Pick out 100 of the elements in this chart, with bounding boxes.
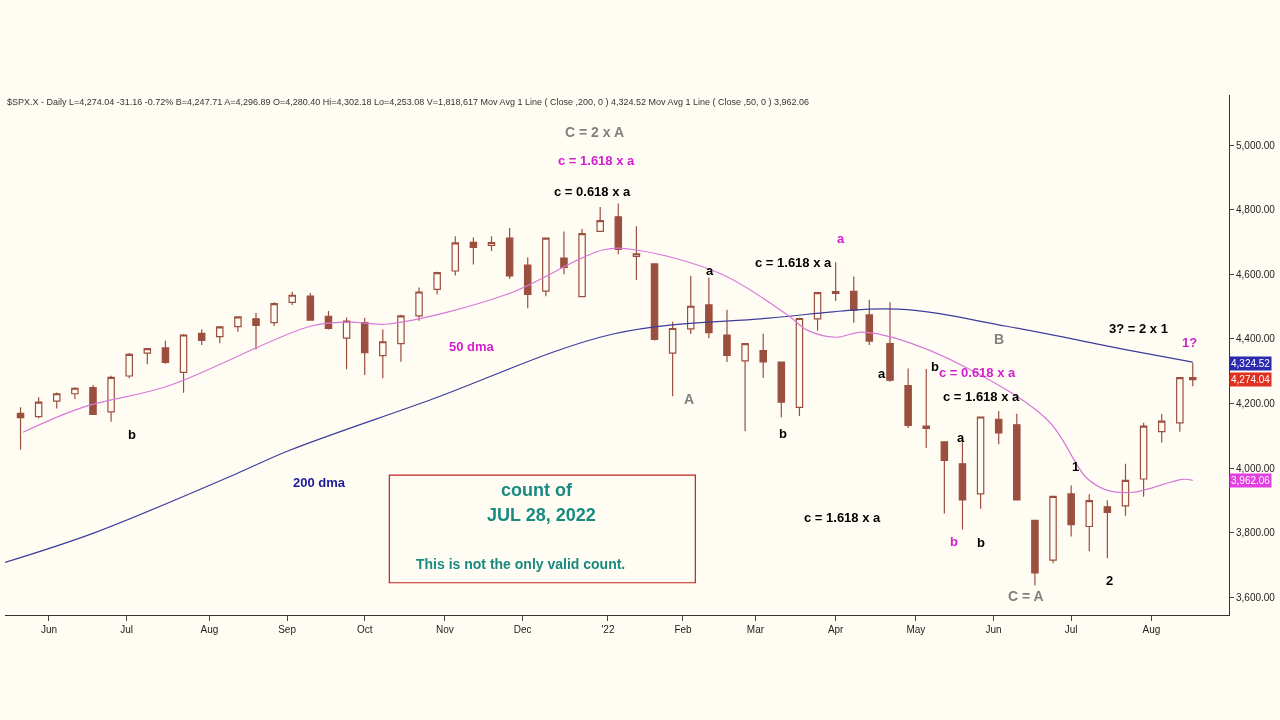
candlestick — [705, 276, 713, 339]
candlestick — [831, 261, 840, 302]
annotation: 1? — [1182, 335, 1198, 350]
candlestick — [850, 275, 858, 324]
x-tick-label: Feb — [674, 624, 693, 635]
x-tick-label: Aug — [200, 624, 219, 635]
annotation: 4,324.52 — [1231, 358, 1271, 369]
candlestick — [143, 347, 152, 365]
y-tick-label: 4,800.00 — [1236, 204, 1276, 216]
candlestick — [795, 317, 804, 417]
candlestick — [578, 228, 586, 298]
y-tick-label: 4,000.00 — [1236, 462, 1276, 474]
x-tick-label: Aug — [1142, 624, 1161, 635]
candlestick — [1121, 463, 1130, 517]
candlestick — [865, 299, 874, 346]
annotation: b — [977, 535, 985, 550]
x-tick-label: '22 — [601, 624, 615, 635]
candlestick — [668, 321, 677, 397]
annotation: C = A — [1008, 588, 1044, 604]
candlestick — [397, 314, 405, 363]
candlestick — [976, 416, 985, 510]
annotation: a — [706, 263, 714, 278]
candlestick — [994, 410, 1003, 445]
candlestick — [216, 325, 224, 344]
annotation: a — [878, 366, 886, 381]
candlestick — [234, 315, 242, 333]
x-tick-label: Nov — [436, 624, 454, 635]
candlestick — [1067, 484, 1075, 538]
candlestick — [360, 317, 369, 376]
x-tick-label: Oct — [356, 624, 373, 635]
candlestick — [1031, 519, 1039, 587]
x-tick-label: Mar — [746, 624, 765, 635]
candlestick — [1085, 493, 1094, 552]
y-tick-label: 3,800.00 — [1236, 527, 1276, 539]
annotation: a — [837, 231, 845, 246]
candlestick — [1157, 413, 1166, 444]
y-tick-label: 3,600.00 — [1236, 591, 1276, 603]
candlestick — [560, 231, 568, 275]
annotation: 50 dma — [449, 339, 495, 354]
candlestick — [632, 225, 641, 281]
annotation: A — [684, 391, 695, 407]
x-tick-label: Sep — [278, 624, 297, 635]
annotation: c = 0.618 x a — [554, 184, 632, 199]
annotation: JUL 28, 2022 — [487, 505, 596, 525]
candlestick — [1176, 377, 1184, 433]
candlestick — [487, 235, 496, 252]
candlestick — [1103, 499, 1112, 559]
candlestick — [107, 375, 115, 423]
candlestick — [723, 309, 731, 363]
candlestick — [52, 391, 61, 410]
x-tick-label: Jul — [120, 624, 134, 635]
candlestick — [71, 386, 79, 400]
candlestick — [650, 263, 659, 342]
candlestick — [16, 406, 25, 451]
candlestick — [161, 340, 170, 365]
annotation: b — [779, 426, 787, 441]
candlestick — [940, 441, 949, 515]
candlestick — [288, 291, 297, 306]
candlestick — [306, 292, 315, 322]
candlestick — [505, 227, 514, 280]
candlestick — [686, 275, 695, 335]
annotation: c = 1.618 x a — [804, 510, 882, 525]
candlestick — [469, 236, 478, 266]
candlestick — [1189, 362, 1197, 387]
candlestick — [252, 312, 260, 351]
annotation: 3? = 2 x 1 — [1109, 321, 1168, 336]
x-tick-label: Jul — [1064, 624, 1078, 635]
annotation: a — [957, 430, 965, 445]
annotation: b — [950, 534, 958, 549]
annotation: 200 dma — [293, 475, 346, 490]
candlestick — [886, 301, 894, 383]
candlestick — [759, 333, 767, 379]
candlestick — [197, 328, 206, 346]
candlestick — [542, 237, 550, 297]
candlestick — [270, 301, 278, 327]
x-tick-label: Dec — [513, 624, 532, 635]
y-tick-label: 5,000.00 — [1236, 139, 1276, 151]
annotation: B — [994, 331, 1005, 347]
candlestick — [179, 333, 188, 394]
candlestick — [342, 316, 351, 370]
x-tick-label: Jun — [40, 624, 58, 635]
y-tick-label: 4,400.00 — [1236, 333, 1276, 345]
annotation: c = 1.618 x a — [755, 255, 833, 270]
annotation: C = 2 x A — [565, 124, 625, 140]
candlestick — [1013, 413, 1021, 501]
candlestick — [777, 361, 786, 418]
candlestick — [904, 367, 912, 429]
y-tick-label: 4,600.00 — [1236, 268, 1276, 280]
candlestick — [596, 206, 604, 232]
candlestick — [922, 368, 930, 449]
candlestick — [125, 352, 133, 379]
annotation: This is not the only valid count. — [416, 556, 626, 572]
annotation: c = 1.618 x a — [558, 153, 636, 168]
annotation: count of — [501, 480, 573, 500]
y-tick-label: 4,200.00 — [1236, 397, 1276, 409]
candlestick — [1139, 422, 1148, 498]
candlestick — [451, 235, 460, 277]
candlestick — [433, 271, 441, 296]
candlestick — [415, 286, 423, 322]
candlestick — [523, 256, 532, 309]
